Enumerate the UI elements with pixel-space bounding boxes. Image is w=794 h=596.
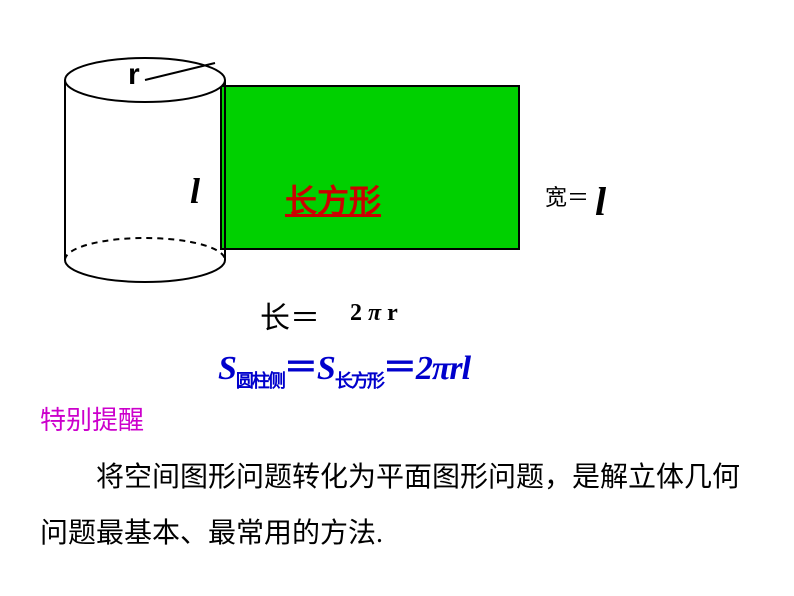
unfolded-rectangle — [220, 85, 520, 250]
height-label-left: l — [190, 170, 200, 212]
formula-S1: S — [218, 350, 236, 387]
formula-S2: S — [317, 350, 335, 387]
length-equals-label: 长＝ — [260, 293, 320, 337]
cylinder-shape — [60, 55, 230, 285]
rectangle-label: 长方形 — [285, 176, 381, 222]
formula-eq1: ＝ — [284, 350, 317, 387]
two-text: 2 — [350, 300, 362, 326]
radius-label: r — [128, 58, 140, 92]
height-label-right: l — [595, 178, 606, 225]
circumference-label: 2 π r — [350, 300, 398, 327]
formula-sub2: 长方形 — [335, 371, 383, 391]
body-paragraph: 将空间图形问题转化为平面图形问题，是解立体几何问题最基本、最常用的方法. — [40, 450, 740, 562]
reminder-heading: 特别提醒 — [40, 400, 144, 437]
formula-sub1: 圆柱侧 — [236, 371, 284, 391]
formula-val: 2πrl — [416, 350, 470, 387]
pi-text: π — [368, 300, 381, 326]
surface-area-formula: S圆柱侧＝S长方形＝2πrl — [218, 340, 470, 393]
r-text: r — [381, 300, 398, 326]
formula-eq2: ＝ — [383, 350, 416, 387]
width-equals-label: 宽＝ — [545, 180, 589, 212]
